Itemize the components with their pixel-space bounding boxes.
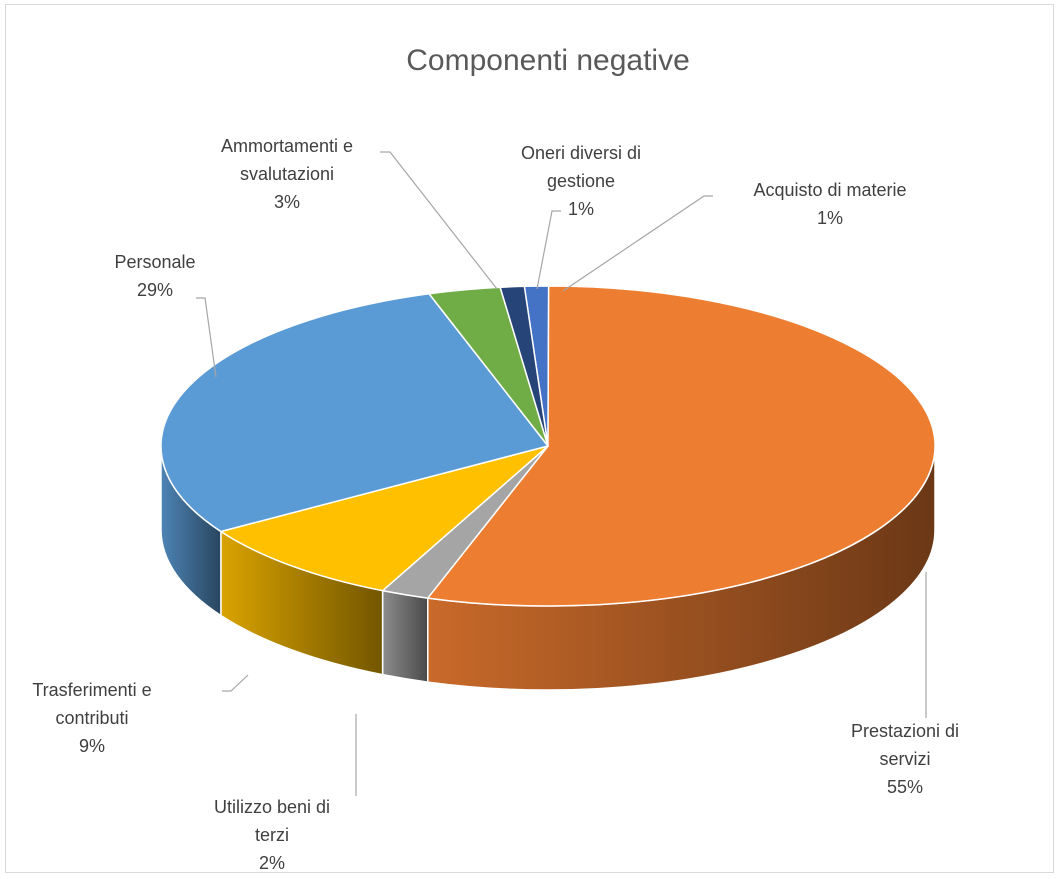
data-label-text: Prestazioni di	[851, 721, 959, 741]
data-label-percent: 9%	[79, 736, 105, 756]
data-label-5: Ammortamenti e svalutazioni 3%	[221, 136, 353, 212]
leader-line-5	[380, 151, 498, 290]
data-label-text: Trasferimenti e	[32, 680, 151, 700]
data-label-percent: 3%	[274, 192, 300, 212]
data-labels: Acquisto di materie 1% Prestazioni di servi…	[32, 136, 959, 873]
pie-tops	[160, 285, 936, 607]
data-label-percent: 29%	[137, 280, 173, 300]
data-label-text: svalutazioni	[240, 164, 334, 184]
pie-slice-1	[427, 285, 936, 607]
leader-line-6	[536, 210, 561, 290]
data-label-text: Ammortamenti e	[221, 136, 353, 156]
data-label-percent: 2%	[259, 853, 285, 873]
chart-title: Componenti negative	[406, 44, 690, 77]
leader-line-4	[196, 297, 217, 378]
data-label-text: Personale	[114, 252, 195, 272]
data-label-3: Trasferimenti e contributi 9%	[32, 680, 151, 756]
data-label-text: Oneri diversi di	[521, 143, 641, 163]
data-label-percent: 55%	[887, 777, 923, 797]
leader-lines	[196, 151, 927, 796]
data-label-text: terzi	[255, 825, 289, 845]
data-label-4: Personale 29%	[114, 252, 195, 300]
data-label-1: Prestazioni di servizi 55%	[851, 721, 959, 797]
pie-slice-4	[160, 292, 549, 533]
pie-slice-3	[220, 445, 549, 592]
data-label-text: gestione	[547, 171, 615, 191]
data-label-percent: 1%	[568, 199, 594, 219]
data-label-0: Acquisto di materie 1%	[753, 180, 906, 228]
data-label-text: Utilizzo beni di	[214, 797, 330, 817]
leader-line-3	[222, 674, 249, 692]
pie-side-2	[381, 589, 429, 683]
data-label-percent: 1%	[817, 208, 843, 228]
data-label-6: Oneri diversi di gestione 1%	[521, 143, 641, 219]
data-label-2: Utilizzo beni di terzi 2%	[214, 797, 330, 873]
data-label-text: servizi	[879, 749, 930, 769]
pie-slice-6	[499, 285, 549, 447]
data-label-text: Acquisto di materie	[753, 180, 906, 200]
data-label-text: contributi	[55, 708, 128, 728]
leader-line-0	[562, 195, 713, 292]
